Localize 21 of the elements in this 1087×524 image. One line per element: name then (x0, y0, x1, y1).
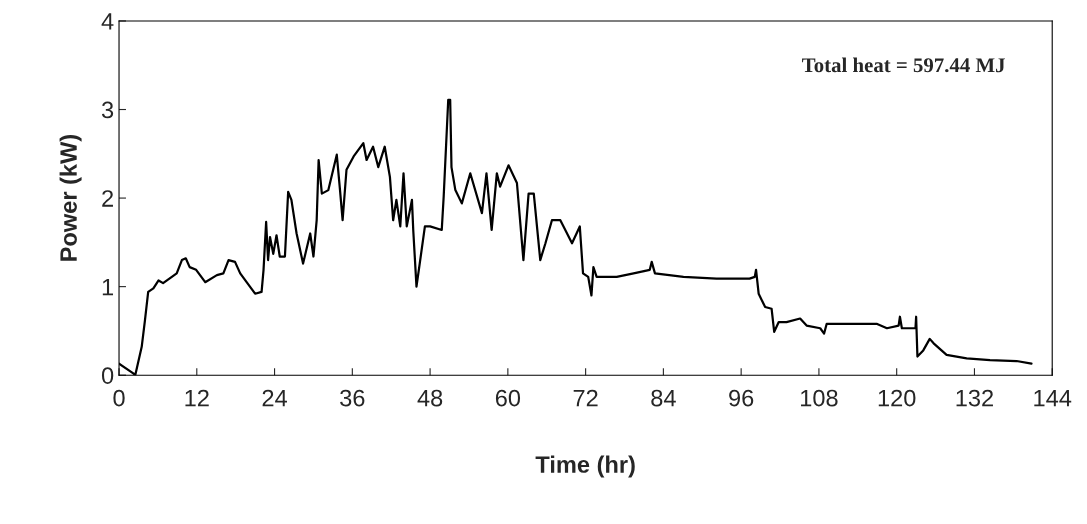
x-tick-label: 96 (729, 389, 754, 407)
y-tick-label: 3 (101, 101, 114, 119)
y-tick-label: 2 (102, 190, 113, 207)
x-tick-label: 12 (185, 389, 209, 407)
x-tick-label: 24 (262, 389, 287, 407)
x-tick-label: 48 (417, 389, 443, 407)
annotation: Total heat = 597.44 MJ (802, 57, 1005, 73)
x-tick-label: 60 (495, 389, 521, 407)
y-tick-label: 0 (101, 367, 114, 384)
x-tick-label: 132 (956, 389, 993, 407)
x-tick-label: 0 (113, 389, 125, 407)
y-axis-title: Power (kW) (59, 134, 82, 261)
x-tick-label: 72 (573, 389, 598, 407)
x-tick-label: 36 (340, 389, 365, 407)
x-tick-label: 120 (878, 389, 916, 407)
y-tick-label: 4 (101, 13, 114, 30)
y-tick-label: 1 (102, 278, 114, 296)
x-tick-label: 144 (1034, 389, 1072, 407)
x-axis-title: Time (hr) (535, 455, 635, 478)
x-tick-label: 84 (651, 389, 676, 407)
x-tick-label: 108 (801, 389, 838, 407)
